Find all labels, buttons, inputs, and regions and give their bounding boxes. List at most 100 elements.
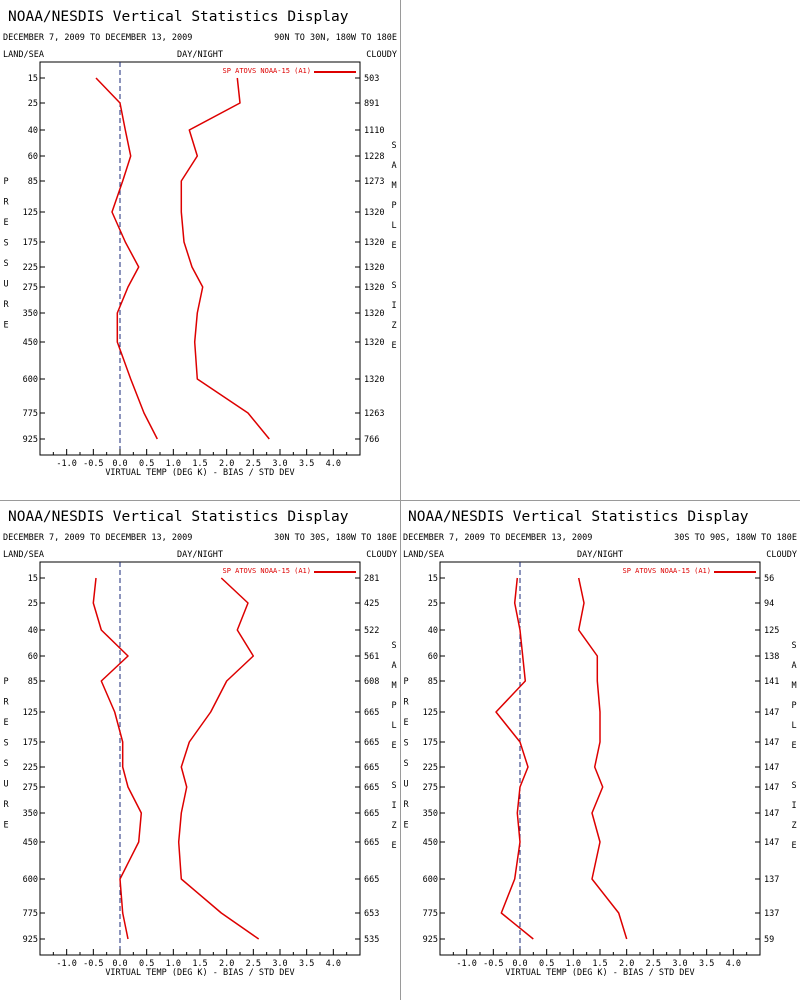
pressure-level-label: 925	[23, 935, 38, 945]
sample-size-label: 137	[764, 909, 779, 919]
x-tick-label: -0.5	[483, 959, 503, 969]
bias-line	[495, 577, 534, 940]
sample-size-label: 665	[364, 783, 379, 793]
x-tick-label: 2.5	[646, 959, 661, 969]
y-axis-letter: S	[403, 759, 408, 769]
sample-size-label: 665	[364, 875, 379, 885]
pressure-level-label: 600	[23, 375, 38, 385]
sample-size-label: 766	[364, 435, 379, 445]
pressure-level-label: 350	[23, 309, 38, 319]
right-axis-letter: Z	[391, 821, 396, 831]
x-tick-label: 3.0	[272, 959, 287, 969]
sample-size-label: 1320	[364, 375, 384, 385]
region-label: 30S TO 90S, 180W TO 180E	[674, 533, 797, 543]
x-tick-label: 0.5	[139, 459, 154, 469]
panel-southern: NOAA/NESDIS Vertical Statistics Display D…	[400, 500, 800, 1000]
pressure-level-label: 60	[28, 152, 38, 162]
std_dev-line	[180, 77, 270, 440]
y-axis-letter: P	[403, 677, 408, 687]
pressure-level-label: 175	[23, 738, 38, 748]
y-axis-letter: U	[3, 780, 8, 790]
y-axis-letter: R	[3, 198, 9, 208]
sample-size-label: 522	[364, 626, 379, 636]
legend-label: SP ATOVS NOAA-15 (A1)	[222, 67, 311, 75]
right-axis-letter: S	[791, 781, 796, 791]
pressure-level-label: 40	[428, 626, 438, 636]
plot-frame	[439, 561, 761, 956]
sample-size-label: 141	[764, 677, 779, 687]
pressure-level-label: 925	[23, 435, 38, 445]
x-tick-label: 1.0	[166, 459, 181, 469]
land-sea-label: LAND/SEA	[3, 50, 44, 60]
region-label: 30N TO 30S, 180W TO 180E	[274, 533, 397, 543]
x-tick-label: 0.0	[112, 459, 127, 469]
right-axis-letter: L	[791, 721, 796, 731]
pressure-level-label: 350	[23, 809, 38, 819]
y-axis-letter: R	[3, 800, 9, 810]
x-axis-label: VIRTUAL TEMP (DEG K) - BIAS / STD DEV	[105, 968, 294, 978]
x-tick-label: 3.0	[272, 459, 287, 469]
sample-size-label: 561	[364, 652, 379, 662]
chart-title: NOAA/NESDIS Vertical Statistics Display	[8, 9, 349, 25]
right-axis-letter: A	[791, 661, 796, 671]
right-axis-letter: P	[791, 701, 796, 711]
sample-size-label: 1320	[364, 338, 384, 348]
sample-size-label: 503	[364, 74, 379, 84]
sample-size-label: 147	[764, 783, 779, 793]
chart-title: NOAA/NESDIS Vertical Statistics Display	[408, 509, 749, 525]
pressure-level-label: 350	[423, 809, 438, 819]
pressure-level-label: 125	[23, 708, 38, 718]
x-tick-label: -0.5	[83, 459, 103, 469]
right-axis-letter: M	[791, 681, 796, 691]
pressure-level-label: 25	[28, 99, 38, 109]
x-tick-label: 4.0	[326, 959, 341, 969]
pressure-level-label: 25	[28, 599, 38, 609]
pressure-level-label: 125	[423, 708, 438, 718]
y-axis-letter: P	[3, 677, 8, 687]
y-axis-letter: U	[3, 280, 8, 290]
right-axis-letter: Z	[791, 821, 796, 831]
right-axis-letter: E	[791, 841, 796, 851]
sample-size-label: 1320	[364, 309, 384, 319]
sample-size-label: 1320	[364, 238, 384, 248]
day-night-label: DAY/NIGHT	[577, 550, 623, 560]
x-tick-label: 1.0	[166, 959, 181, 969]
day-night-label: DAY/NIGHT	[177, 550, 223, 560]
pressure-level-label: 60	[428, 652, 438, 662]
std_dev-line	[577, 577, 628, 940]
x-tick-label: 0.0	[512, 959, 527, 969]
plot-frame	[39, 61, 361, 456]
x-tick-label: 0.5	[139, 959, 154, 969]
sample-size-label: 56	[764, 574, 774, 584]
x-tick-label: 1.5	[592, 959, 607, 969]
legend-label: SP ATOVS NOAA-15 (A1)	[622, 567, 711, 575]
date-range: DECEMBER 7, 2009 TO DECEMBER 13, 2009	[403, 533, 592, 543]
pressure-level-label: 175	[423, 738, 438, 748]
right-axis-letter: S	[391, 781, 396, 791]
pressure-level-label: 600	[23, 875, 38, 885]
date-range: DECEMBER 7, 2009 TO DECEMBER 13, 2009	[3, 33, 192, 43]
legend-label: SP ATOVS NOAA-15 (A1)	[222, 567, 311, 575]
x-tick-label: 0.0	[112, 959, 127, 969]
y-axis-letter: E	[3, 321, 8, 331]
right-axis-letter: S	[391, 281, 396, 291]
pressure-level-label: 450	[423, 838, 438, 848]
horizontal-divider	[0, 500, 800, 501]
right-axis-letter: S	[391, 141, 396, 151]
right-axis-letter: A	[391, 161, 396, 171]
x-axis-label: VIRTUAL TEMP (DEG K) - BIAS / STD DEV	[505, 968, 694, 978]
sample-size-label: 665	[364, 763, 379, 773]
x-tick-label: 2.0	[219, 459, 234, 469]
x-tick-label: 3.5	[299, 459, 314, 469]
pressure-level-label: 600	[423, 875, 438, 885]
sample-size-label: 147	[764, 738, 779, 748]
sample-size-label: 891	[364, 99, 379, 109]
right-axis-letter: M	[391, 181, 396, 191]
sample-size-label: 1110	[364, 126, 384, 136]
pressure-level-label: 275	[23, 783, 38, 793]
y-axis-letter: E	[403, 821, 408, 831]
pressure-level-label: 775	[23, 909, 38, 919]
pressure-level-label: 450	[23, 838, 38, 848]
sample-size-label: 138	[764, 652, 779, 662]
right-axis-letter: I	[791, 801, 796, 811]
